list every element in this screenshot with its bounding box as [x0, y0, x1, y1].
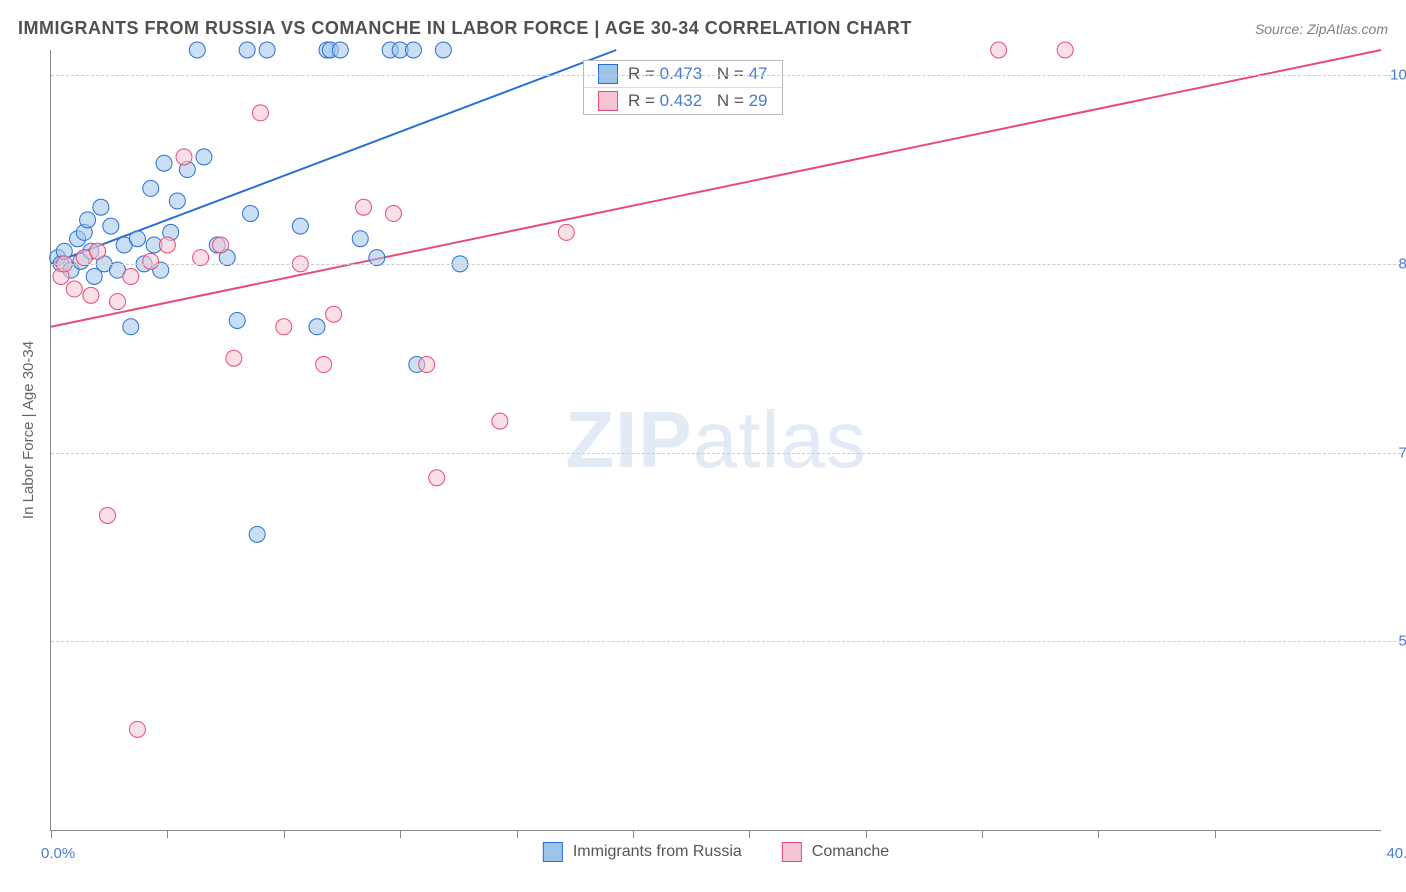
legend-label: Immigrants from Russia — [573, 843, 742, 861]
y-tick-label: 55.0% — [1398, 633, 1406, 650]
x-tick — [1215, 830, 1216, 838]
swatch-russia — [598, 64, 618, 84]
gridline — [51, 264, 1401, 265]
y-tick-label: 100.0% — [1390, 67, 1406, 84]
swatch-comanche — [598, 91, 618, 111]
x-start-label: 0.0% — [41, 845, 75, 862]
point-comanche — [176, 149, 192, 165]
point-comanche — [66, 281, 82, 297]
y-axis-label: In Labor Force | Age 30-34 — [20, 341, 37, 519]
point-russia — [249, 526, 265, 542]
legend-label: Comanche — [812, 843, 889, 861]
point-russia — [309, 319, 325, 335]
point-russia — [143, 180, 159, 196]
y-tick-label: 85.0% — [1398, 255, 1406, 272]
point-russia — [352, 231, 368, 247]
point-comanche — [123, 268, 139, 284]
point-comanche — [83, 287, 99, 303]
point-comanche — [100, 507, 116, 523]
stats-row-comanche: R = 0.432 N = 29 — [584, 88, 782, 114]
y-tick-label: 70.0% — [1398, 444, 1406, 461]
x-tick — [982, 830, 983, 838]
source-label: Source: ZipAtlas.com — [1255, 21, 1388, 37]
x-tick — [284, 830, 285, 838]
point-russia — [239, 42, 255, 58]
x-tick — [51, 830, 52, 838]
legend-swatch-comanche — [782, 842, 802, 862]
gridline — [51, 75, 1401, 76]
scatter-svg — [51, 50, 1381, 830]
point-comanche — [326, 306, 342, 322]
x-tick — [1098, 830, 1099, 838]
point-russia — [129, 231, 145, 247]
chart-title: IMMIGRANTS FROM RUSSIA VS COMANCHE IN LA… — [18, 18, 912, 39]
point-comanche — [129, 721, 145, 737]
point-comanche — [143, 253, 159, 269]
gridline — [51, 641, 1401, 642]
point-comanche — [90, 243, 106, 259]
point-russia — [259, 42, 275, 58]
x-tick — [400, 830, 401, 838]
point-russia — [93, 199, 109, 215]
legend-item-comanche: Comanche — [782, 842, 889, 862]
gridline — [51, 453, 1401, 454]
stats-box: R = 0.473 N = 47 R = 0.432 N = 29 — [583, 60, 783, 115]
point-comanche — [1057, 42, 1073, 58]
point-russia — [196, 149, 212, 165]
point-russia — [80, 212, 96, 228]
point-russia — [156, 155, 172, 171]
point-comanche — [419, 357, 435, 373]
point-comanche — [385, 206, 401, 222]
bottom-legend: Immigrants from Russia Comanche — [543, 842, 889, 862]
point-comanche — [429, 470, 445, 486]
x-tick — [749, 830, 750, 838]
legend-swatch-russia — [543, 842, 563, 862]
r-label: R = 0.473 — [628, 64, 702, 84]
point-russia — [243, 206, 259, 222]
point-comanche — [252, 105, 268, 121]
x-tick — [167, 830, 168, 838]
n-label: N = 29 — [712, 91, 767, 111]
legend-item-russia: Immigrants from Russia — [543, 842, 742, 862]
point-comanche — [110, 294, 126, 310]
x-tick — [866, 830, 867, 838]
point-russia — [332, 42, 348, 58]
point-russia — [292, 218, 308, 234]
point-russia — [229, 312, 245, 328]
point-comanche — [276, 319, 292, 335]
x-tick — [633, 830, 634, 838]
x-end-label: 40.0% — [1386, 845, 1406, 862]
point-russia — [169, 193, 185, 209]
n-label: N = 47 — [712, 64, 767, 84]
point-russia — [189, 42, 205, 58]
point-russia — [435, 42, 451, 58]
plot-area: ZIPatlas R = 0.473 N = 47R = 0.432 N = 2… — [50, 50, 1381, 831]
point-russia — [123, 319, 139, 335]
r-label: R = 0.432 — [628, 91, 702, 111]
point-comanche — [991, 42, 1007, 58]
point-comanche — [492, 413, 508, 429]
x-tick — [517, 830, 518, 838]
point-comanche — [316, 357, 332, 373]
point-comanche — [159, 237, 175, 253]
point-comanche — [213, 237, 229, 253]
point-russia — [103, 218, 119, 234]
point-comanche — [356, 199, 372, 215]
point-comanche — [558, 224, 574, 240]
point-russia — [405, 42, 421, 58]
point-comanche — [226, 350, 242, 366]
